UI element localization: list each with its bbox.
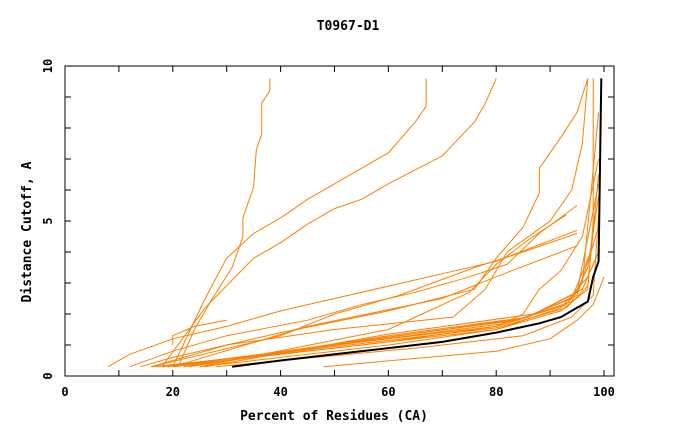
x-tick-label: 100 (593, 385, 615, 399)
plot-frame (64, 65, 615, 377)
y-tick-label: 10 (41, 59, 55, 73)
y-tick-label: 0 (41, 372, 55, 379)
model-series-line (140, 78, 589, 368)
model-series-line (323, 276, 605, 368)
model-series-line (107, 229, 578, 368)
model-series-line (151, 78, 589, 368)
model-series-line (151, 78, 594, 368)
model-series-line (161, 78, 497, 367)
model-series-line (172, 319, 227, 345)
model-series-line (215, 214, 600, 368)
model-series-line (172, 78, 427, 367)
x-tick-label: 60 (381, 385, 395, 399)
model-series-line (205, 264, 594, 368)
x-axis-label: Percent of Residues (CA) (240, 409, 428, 424)
model-series-line (172, 245, 578, 368)
chart-title: T0967-D1 (317, 19, 380, 34)
highlight-series-line (231, 78, 603, 368)
model-series-line (172, 158, 600, 368)
model-series-line (177, 78, 271, 367)
y-tick-label: 5 (41, 217, 55, 224)
model-series-line (199, 214, 567, 368)
x-tick-label: 80 (489, 385, 503, 399)
x-tick-label: 0 (61, 385, 68, 399)
y-axis-label: Distance Cutoff, A (20, 161, 35, 302)
model-series-line (151, 232, 578, 368)
model-series-line (183, 227, 600, 368)
x-tick-label: 40 (273, 385, 287, 399)
x-tick-label: 20 (166, 385, 180, 399)
